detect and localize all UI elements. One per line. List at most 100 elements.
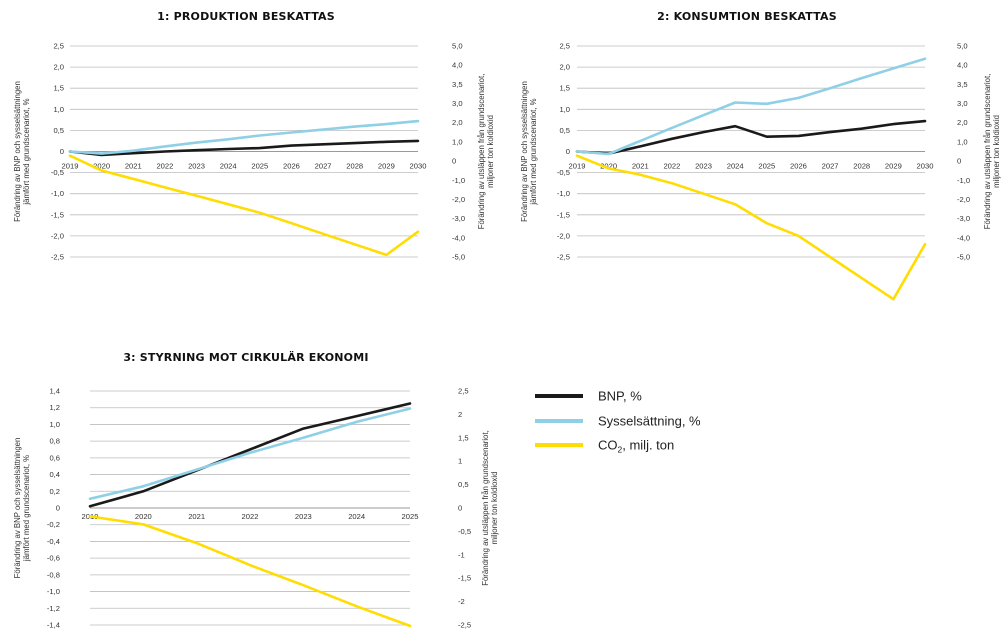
left-axis-label-line: Förändring av BNP och sysselsättningen [520, 81, 529, 222]
left-tick-label: 2,0 [53, 63, 64, 72]
chart-title: 2: KONSUMTION BESKATTAS [657, 10, 837, 23]
left-tick-label: -0,8 [47, 570, 60, 579]
right-tick-label: -4,0 [957, 233, 970, 242]
right-tick-label: 3,5 [452, 80, 463, 89]
left-axis-label: Förändring av BNP och sysselsättningen jä… [520, 81, 538, 222]
left-tick-label: -1,4 [47, 621, 60, 630]
x-tick-label: 2025 [402, 512, 419, 521]
right-tick-label: -3,0 [957, 214, 970, 223]
left-tick-label: 0 [56, 504, 60, 513]
series-line-syss [88, 407, 412, 501]
left-axis-label-line: jämfört med grundscenariot, % [22, 98, 31, 205]
right-tick-label: 3,0 [957, 99, 968, 108]
x-tick-label: 2026 [283, 162, 300, 171]
right-tick-label: 5,0 [957, 42, 968, 51]
x-tick-label: 2021 [632, 162, 649, 171]
x-tick-label: 2028 [346, 162, 363, 171]
left-tick-label: 1,5 [53, 84, 64, 93]
left-tick-label: 1,0 [53, 105, 64, 114]
right-tick-label: -4,0 [452, 233, 465, 242]
x-tick-label: 2021 [188, 512, 205, 521]
right-tick-label: -2 [458, 597, 465, 606]
left-tick-label: -2,5 [51, 253, 64, 262]
chart-panel-3: 3: STYRNING MOT CIRKULÄR EKONOMI 1,4 1,2 1,… [13, 350, 499, 630]
left-tick-label: 0,8 [49, 437, 60, 446]
left-tick-label: -1,0 [557, 189, 570, 198]
series-line-bnp [88, 402, 412, 508]
left-axis-label-line: jämfört med grundscenariot, % [22, 455, 31, 562]
legend-label-main: CO [598, 438, 618, 453]
left-axis-label-line: jämfört med grundscenariot, % [529, 98, 538, 205]
legend-item-syss: Sysselsättning, % [535, 414, 701, 429]
right-tick-label: -3,0 [452, 214, 465, 223]
x-tick-label: 2029 [885, 162, 902, 171]
left-tick-label: 1,5 [559, 84, 570, 93]
x-tick-label: 2024 [220, 162, 237, 171]
left-tick-label: 0,4 [49, 470, 60, 479]
left-tick-label: -1,0 [51, 189, 64, 198]
x-tick-label: 2024 [348, 512, 365, 521]
legend-label-rest: , milj. ton [622, 438, 674, 453]
right-tick-label: 2,0 [452, 118, 463, 127]
x-tick-label: 2029 [378, 162, 395, 171]
legend-label: BNP, % [598, 389, 642, 404]
left-tick-label: 2,5 [559, 42, 570, 51]
x-tick-label: 2022 [156, 162, 173, 171]
left-tick-label: 0,6 [49, 453, 60, 462]
left-axis-label-line: Förändring av BNP och sysselsättningen [13, 438, 22, 579]
right-tick-label: 3,0 [452, 99, 463, 108]
left-tick-label: -1,5 [557, 210, 570, 219]
right-tick-label: 1,5 [458, 433, 469, 442]
left-tick-label: -0,2 [47, 520, 60, 529]
right-axis-label: Förändring av utsläppen från grundscenar… [477, 74, 495, 230]
left-tick-label: 1,0 [49, 420, 60, 429]
series-line-co2 [575, 154, 927, 301]
right-axis-label: Förändring av utsläppen från grundscenar… [983, 74, 1001, 230]
chart-panel-2: 2: KONSUMTION BESKATTAS 2,5 2,0 1,5 1,0 0,5 0 -… [520, 10, 1001, 301]
x-tick-label: 2023 [188, 162, 205, 171]
right-tick-label: 0 [458, 504, 462, 513]
left-tick-label: -2,0 [51, 231, 64, 240]
left-axis-label-line: Förändring av BNP och sysselsättningen [13, 81, 22, 222]
right-axis-label-line: miljoner ton koldioxid [992, 115, 1001, 188]
right-tick-label: -2,0 [957, 195, 970, 204]
legend: BNP, % Sysselsättning, % CO2, milj. ton [535, 389, 701, 455]
left-tick-label: 1,0 [559, 105, 570, 114]
right-tick-label: 1 [458, 457, 462, 466]
x-tick-label: 2030 [410, 162, 427, 171]
left-tick-label: -1,5 [51, 210, 64, 219]
left-tick-label: 0,5 [53, 126, 64, 135]
right-tick-label: -1,0 [957, 176, 970, 185]
left-tick-label: 0 [566, 147, 570, 156]
left-tick-label: -1,0 [47, 587, 60, 596]
x-tick-label: 2027 [315, 162, 332, 171]
right-axis-label-line: Förändring av utsläppen från grundscenar… [983, 74, 992, 230]
left-tick-label: -0,5 [557, 168, 570, 177]
right-tick-label: -1 [458, 550, 465, 559]
x-tick-label: 2022 [663, 162, 680, 171]
x-tick-label: 2024 [727, 162, 744, 171]
right-tick-label: 0 [957, 157, 961, 166]
legend-label: CO2, milj. ton [598, 438, 674, 455]
right-axis-label-line: miljoner ton koldioxid [490, 472, 499, 545]
x-tick-label: 2020 [135, 512, 152, 521]
right-tick-label: 2,5 [458, 387, 469, 396]
right-tick-label: -1,0 [452, 176, 465, 185]
left-tick-label: 2,5 [53, 42, 64, 51]
left-tick-label: -0,5 [51, 168, 64, 177]
x-tick-label: 2019 [569, 162, 586, 171]
chart-title: 1: PRODUKTION BESKATTAS [157, 10, 335, 23]
left-axis-label: Förändring av BNP och sysselsättningen jä… [13, 438, 31, 579]
legend-item-bnp: BNP, % [535, 389, 642, 404]
right-axis-label-line: miljoner ton koldioxid [486, 115, 495, 188]
right-axis-label: Förändring av utsläppen från grundscenar… [481, 430, 499, 586]
right-tick-label: -5,0 [957, 253, 970, 262]
chart-title: 3: STYRNING MOT CIRKULÄR EKONOMI [123, 350, 368, 364]
right-tick-label: 2 [458, 410, 462, 419]
legend-label: Sysselsättning, % [598, 414, 701, 429]
right-tick-label: -2,0 [452, 195, 465, 204]
left-axis-label: Förändring av BNP och sysselsättningen jä… [13, 81, 31, 222]
right-tick-label: 5,0 [452, 42, 463, 51]
x-tick-label: 2030 [917, 162, 934, 171]
right-tick-label: 0 [452, 157, 456, 166]
